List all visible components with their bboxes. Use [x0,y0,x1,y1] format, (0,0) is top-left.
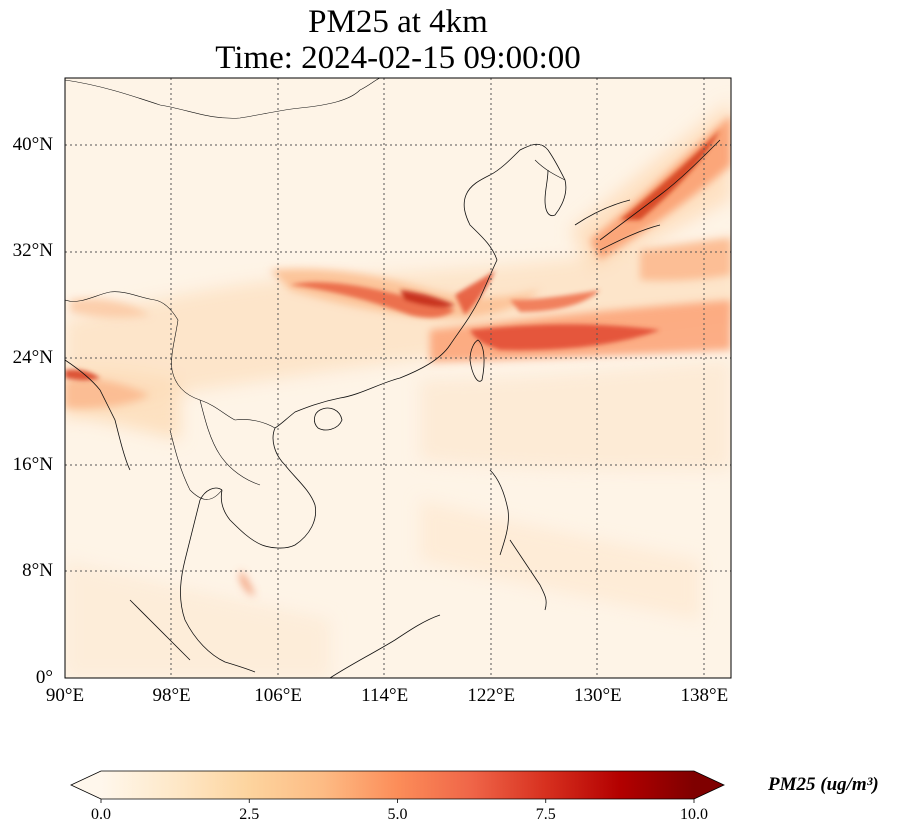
colorbar-tick-label: 5.0 [387,806,408,823]
pm25-field [65,78,731,678]
colorbar-tick-label: 0.0 [91,806,111,823]
colorbar-gradient [101,771,694,799]
lon-tick-label: 106°E [254,685,302,706]
coastline-sumatra [129,599,191,661]
coastline-taiwan [469,339,485,382]
map-title: PM25 at 4km [308,4,488,40]
colorbar-label: PM25 (ug/m³) [768,774,879,795]
border-vietnam-china [234,419,276,429]
lat-tick-label: 16°N [12,453,53,475]
lon-tick-label: 114°E [361,685,409,706]
map-timestamp: Time: 2024-02-15 09:00:00 [215,40,581,76]
border-myanmar-china [171,319,236,421]
coastline-bay-bengal [65,359,131,471]
colorbar-tick-label: 10.0 [680,806,708,823]
lon-tick-label: 90°E [45,685,85,706]
lon-tick-label: 130°E [573,685,622,706]
coastlines [65,139,721,678]
lat-tick-label: 40°N [12,133,53,155]
coastline-korea [544,149,567,217]
coastline-hainan [314,407,343,431]
lon-tick-label: 138°E [680,685,729,706]
colorbar-max-extension [694,771,724,799]
coastline-japan [574,139,721,251]
country-borders [65,78,566,500]
colorbar-tick-label: 2.5 [239,806,260,823]
border-himalaya [65,291,179,321]
pm25-core-plumes [65,130,720,381]
border-north-korea [534,159,566,181]
coastline-gulf-thailand [180,487,263,673]
coastline-philippines [489,469,547,611]
border-thailand [169,429,223,500]
coastline-indochina [261,427,317,549]
border-laos [199,399,261,486]
lon-tick-label: 98°E [152,685,191,706]
map-frame [64,77,732,679]
border-mongolia [65,78,381,119]
coastline-china [274,259,498,429]
lat-tick-label: 32°N [12,240,53,262]
gridlines [65,78,731,678]
coastline-borneo [329,614,441,678]
lat-tick-label: 24°N [12,347,53,368]
colorbar [70,770,725,803]
lat-tick-label: 8°N [22,560,53,582]
colorbar-min-extension [71,771,101,799]
lat-tick-label: 0° [35,667,53,688]
colorbar-tick-label: 7.5 [535,806,556,823]
coastline-north-china [463,143,549,261]
lon-tick-label: 122°E [467,685,516,706]
